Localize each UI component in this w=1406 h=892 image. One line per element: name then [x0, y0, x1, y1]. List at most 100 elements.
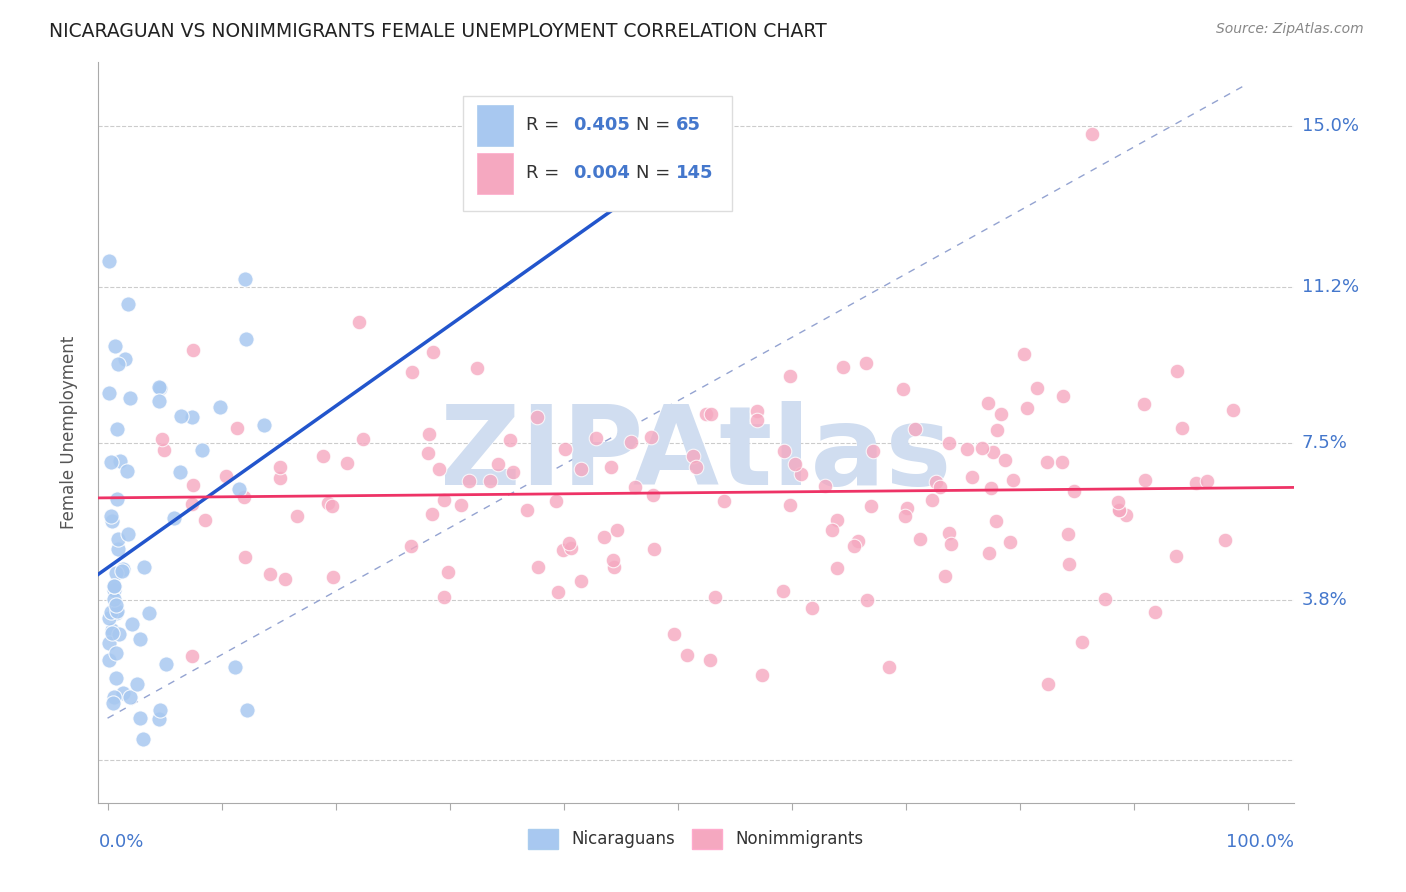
Point	[129, 632, 152, 646]
Point	[825, 561, 848, 575]
Point	[101, 696, 124, 710]
Text: N =: N =	[636, 116, 676, 135]
Point	[986, 423, 1008, 437]
Point	[603, 560, 626, 574]
Point	[814, 479, 837, 493]
Point	[1050, 455, 1073, 469]
Point	[148, 703, 170, 717]
Point	[418, 426, 440, 441]
Point	[148, 394, 170, 409]
Point	[101, 514, 124, 528]
Point	[236, 703, 259, 717]
Point	[111, 562, 134, 576]
Point	[745, 403, 768, 417]
Text: ZIPAtlas: ZIPAtlas	[440, 401, 952, 508]
Point	[1108, 503, 1130, 517]
Point	[181, 409, 204, 424]
Point	[311, 449, 333, 463]
Point	[427, 462, 450, 476]
Point	[773, 444, 796, 458]
Point	[860, 499, 883, 513]
Point	[526, 560, 548, 574]
Point	[215, 468, 238, 483]
Point	[1036, 677, 1059, 691]
Point	[285, 508, 308, 523]
Point	[111, 564, 134, 578]
Point	[842, 539, 865, 553]
Point	[191, 442, 214, 457]
Point	[104, 606, 127, 620]
Point	[104, 671, 127, 685]
Point	[1107, 495, 1129, 509]
Point	[120, 690, 142, 704]
Point	[772, 583, 794, 598]
Point	[169, 466, 191, 480]
Point	[1001, 473, 1024, 487]
Text: 65: 65	[676, 116, 700, 135]
Text: 11.2%: 11.2%	[1302, 277, 1360, 295]
Text: 3.8%: 3.8%	[1302, 591, 1347, 608]
Point	[1036, 455, 1059, 469]
Point	[956, 442, 979, 457]
Point	[825, 513, 848, 527]
Point	[103, 579, 125, 593]
Point	[108, 627, 131, 641]
Point	[960, 469, 983, 483]
Text: 15.0%: 15.0%	[1302, 117, 1358, 135]
Text: 0.0%: 0.0%	[98, 833, 143, 851]
Point	[1063, 483, 1085, 498]
Point	[547, 585, 569, 599]
Point	[233, 490, 256, 504]
Point	[131, 732, 153, 747]
Point	[695, 407, 717, 421]
Point	[1213, 533, 1236, 547]
Point	[929, 480, 952, 494]
Point	[138, 606, 160, 620]
Point	[103, 592, 125, 607]
Point	[1017, 401, 1039, 415]
Point	[600, 460, 623, 475]
Point	[347, 315, 370, 329]
Point	[938, 436, 960, 450]
Point	[526, 409, 548, 424]
Point	[994, 453, 1017, 467]
Point	[938, 526, 960, 541]
Point	[606, 523, 628, 537]
Point	[183, 478, 205, 492]
Point	[181, 497, 204, 511]
Y-axis label: Female Unemployment: Female Unemployment	[59, 336, 77, 529]
Point	[502, 465, 524, 479]
Point	[233, 550, 256, 565]
Point	[972, 441, 994, 455]
Point	[558, 535, 581, 549]
Point	[235, 332, 257, 346]
Point	[623, 479, 645, 493]
Point	[467, 361, 489, 376]
Point	[97, 611, 120, 625]
Point	[105, 491, 128, 506]
Point	[640, 430, 662, 444]
Point	[751, 668, 773, 682]
Text: R =: R =	[526, 164, 565, 183]
Point	[155, 657, 177, 671]
Point	[934, 569, 956, 583]
Point	[1133, 397, 1156, 411]
Point	[904, 422, 927, 436]
Point	[941, 537, 963, 551]
Point	[981, 445, 1004, 459]
Point	[228, 482, 250, 496]
Point	[1143, 605, 1166, 619]
FancyBboxPatch shape	[477, 153, 513, 194]
Point	[675, 648, 697, 662]
Point	[103, 690, 125, 705]
Point	[486, 458, 509, 472]
Point	[821, 523, 844, 537]
Point	[235, 272, 257, 286]
Point	[118, 391, 141, 405]
Text: Source: ZipAtlas.com: Source: ZipAtlas.com	[1216, 22, 1364, 37]
Point	[117, 296, 139, 310]
Point	[450, 498, 472, 512]
Point	[1052, 389, 1074, 403]
Point	[1195, 474, 1218, 488]
Text: 0.405: 0.405	[572, 116, 630, 135]
